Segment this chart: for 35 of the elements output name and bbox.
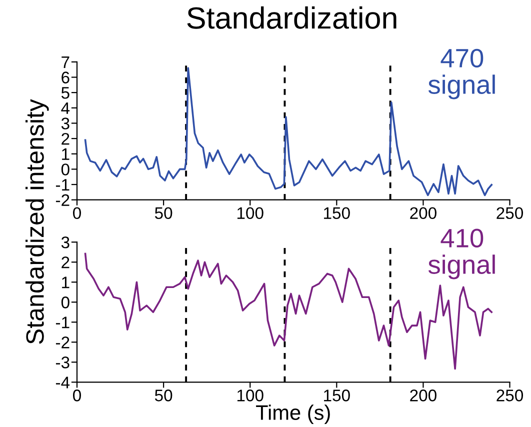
- x-tick-label: 200: [410, 207, 436, 220]
- y-tick-label: 2: [62, 132, 70, 145]
- y-tick-label: 1: [62, 148, 70, 160]
- y-tick-label: 6: [62, 72, 70, 84]
- x-tick-label: 0: [73, 390, 81, 402]
- y-tick-label: -4: [56, 376, 70, 388]
- y-axis-title: Standardized intensity: [26, 99, 49, 344]
- x-tick-label: 100: [237, 207, 264, 220]
- x-tick-label: 250: [496, 207, 524, 220]
- y-tick-label: 2: [62, 256, 70, 268]
- chart-title: Standardization: [187, 6, 396, 29]
- y-tick-label: -1: [56, 179, 70, 191]
- y-tick-label: 3: [61, 236, 70, 248]
- y-tick-label: 0: [61, 296, 70, 308]
- x-tick-label: 200: [410, 390, 436, 402]
- y-tick-label: 0: [61, 164, 70, 176]
- x-tick-label: 100: [237, 390, 264, 402]
- x-axis-title: Time (s): [256, 404, 330, 424]
- y-tick-label: -1: [56, 316, 70, 328]
- x-tick-label: 250: [496, 390, 524, 402]
- y-tick-label: 7: [62, 56, 70, 68]
- y-tick-label: -2: [56, 194, 70, 206]
- y-tick-label: -3: [56, 356, 70, 368]
- x-tick-label: 150: [324, 207, 350, 220]
- y-tick-label: 3: [61, 118, 70, 130]
- x-tick-label: 50: [154, 390, 172, 402]
- series-label: 410 signal: [428, 228, 495, 280]
- y-tick-label: 5: [61, 87, 70, 99]
- x-tick-label: 0: [73, 207, 81, 220]
- y-tick-label: 4: [61, 102, 70, 114]
- y-tick-label: -2: [56, 336, 70, 348]
- x-tick-label: 50: [154, 207, 172, 220]
- x-tick-label: 150: [324, 390, 350, 402]
- series-label: 470 signal: [428, 48, 495, 100]
- y-tick-label: 1: [62, 276, 70, 288]
